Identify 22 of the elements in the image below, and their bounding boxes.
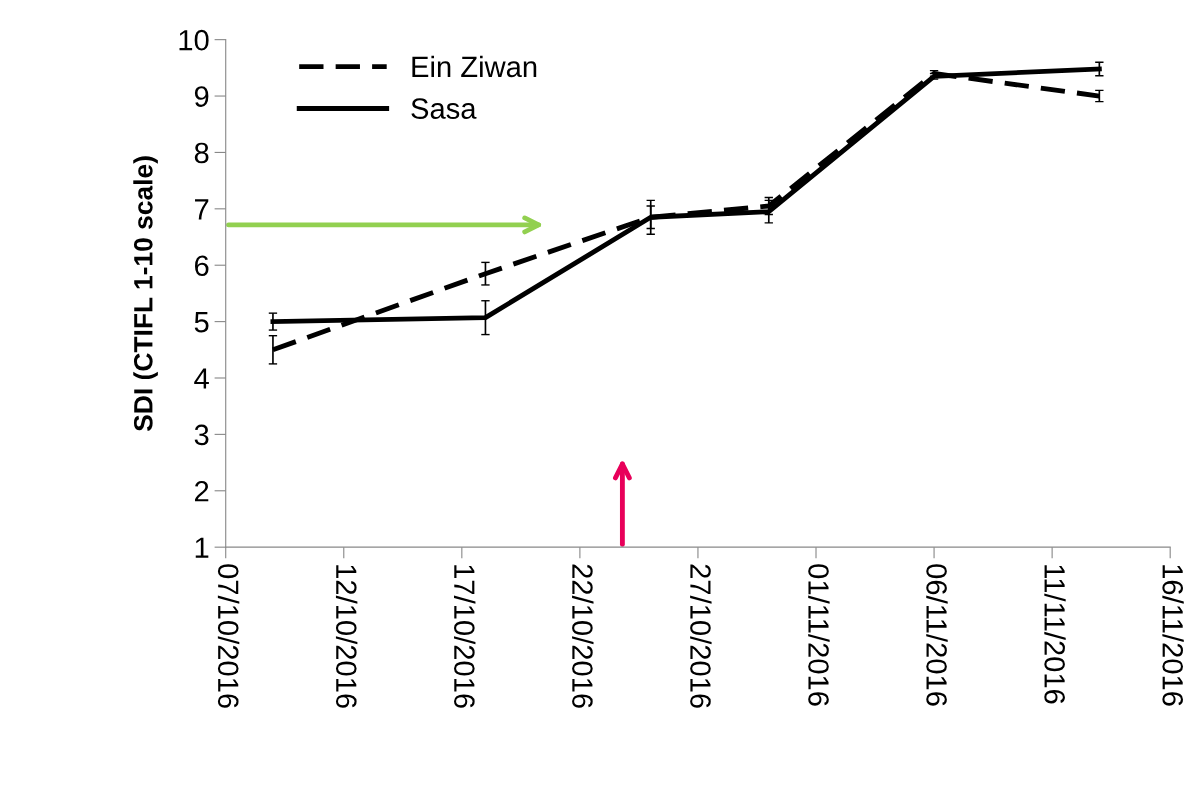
y-tick-label: 2 (195, 480, 209, 502)
y-tick-label: 1 (195, 537, 209, 558)
y-tick-label: 3 (194, 424, 209, 446)
x-tick-label: 17/10/2016 (454, 565, 476, 708)
y-tick-label: 10 (179, 29, 209, 51)
y-tick-label: 6 (195, 255, 209, 277)
y-tick-label: 5 (194, 312, 209, 333)
y-tick-label: 8 (194, 142, 209, 164)
x-tick-label: 22/10/2016 (572, 564, 594, 708)
x-tick-label: 07/10/2016 (217, 564, 240, 708)
x-tick-label: 16/11/2016 (1162, 565, 1184, 706)
x-tick-label: 12/10/2016 (335, 565, 358, 708)
x-tick-label: 06/11/2016 (926, 564, 948, 706)
x-tick-label: 27/10/2016 (690, 564, 712, 708)
y-tick-label: 9 (194, 86, 209, 107)
legend-label: Sasa (411, 98, 477, 119)
y-axis-title: SDI (CTIFL 1-10 scale) (133, 156, 158, 431)
y-tick-label: 4 (194, 368, 209, 389)
x-tick-label: 11/11/2016 (1044, 565, 1066, 704)
x-tick-label: 01/11/2016 (808, 564, 830, 706)
y-tick-label: 7 (195, 199, 209, 220)
legend-label: Ein Ziwan (412, 55, 537, 78)
